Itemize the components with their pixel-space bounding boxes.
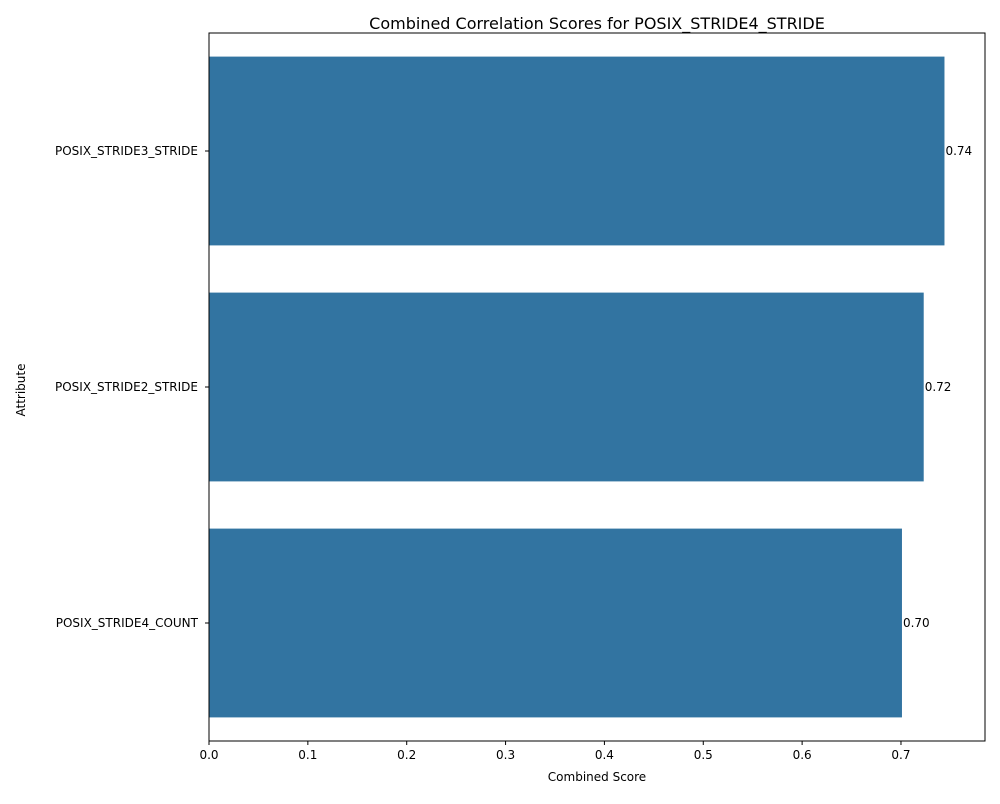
plot-frame [208, 32, 986, 742]
bar [209, 56, 945, 246]
x-tick-label: 0.5 [694, 748, 713, 762]
bar [209, 292, 924, 482]
bar-value-label: 0.72 [925, 380, 952, 394]
axes-layer: POSIX_STRIDE3_STRIDE POSIX_STRIDE2_STRIDE… [55, 32, 986, 762]
bar [209, 528, 902, 718]
chart-title: Combined Correlation Scores for POSIX_ST… [369, 14, 825, 34]
y-axis-label: Attribute [14, 364, 28, 417]
data-labels-layer: 0.74 0.72 0.70 [903, 144, 972, 630]
x-tick-label: 0.3 [496, 748, 515, 762]
bar-value-label: 0.70 [903, 616, 930, 630]
x-tick-label: 0.6 [793, 748, 812, 762]
x-tick-label: 0.7 [891, 748, 910, 762]
y-tick-label: POSIX_STRIDE2_STRIDE [55, 380, 198, 394]
y-tick-label: POSIX_STRIDE3_STRIDE [55, 144, 198, 158]
x-tick-label: 0.0 [199, 748, 218, 762]
bars-layer [209, 56, 945, 718]
x-tick-label: 0.1 [298, 748, 317, 762]
x-tick-label: 0.4 [595, 748, 614, 762]
y-tick-label: POSIX_STRIDE4_COUNT [56, 616, 199, 630]
bar-value-label: 0.74 [945, 144, 972, 158]
x-tick-label: 0.2 [397, 748, 416, 762]
x-axis-label: Combined Score [548, 770, 646, 784]
